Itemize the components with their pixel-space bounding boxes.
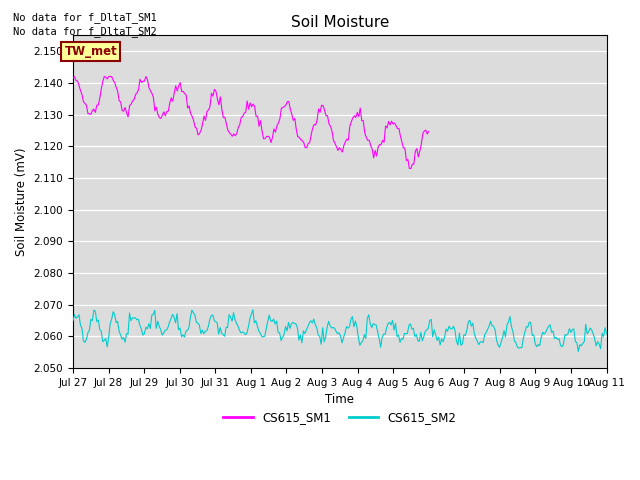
X-axis label: Time: Time bbox=[325, 394, 355, 407]
Text: No data for f_DltaT_SM2: No data for f_DltaT_SM2 bbox=[13, 26, 157, 37]
Text: No data for f_DltaT_SM1: No data for f_DltaT_SM1 bbox=[13, 12, 157, 23]
Legend: CS615_SM1, CS615_SM2: CS615_SM1, CS615_SM2 bbox=[218, 407, 461, 429]
Text: TW_met: TW_met bbox=[65, 45, 117, 58]
Title: Soil Moisture: Soil Moisture bbox=[291, 15, 389, 30]
Y-axis label: Soil Moisture (mV): Soil Moisture (mV) bbox=[15, 147, 28, 256]
